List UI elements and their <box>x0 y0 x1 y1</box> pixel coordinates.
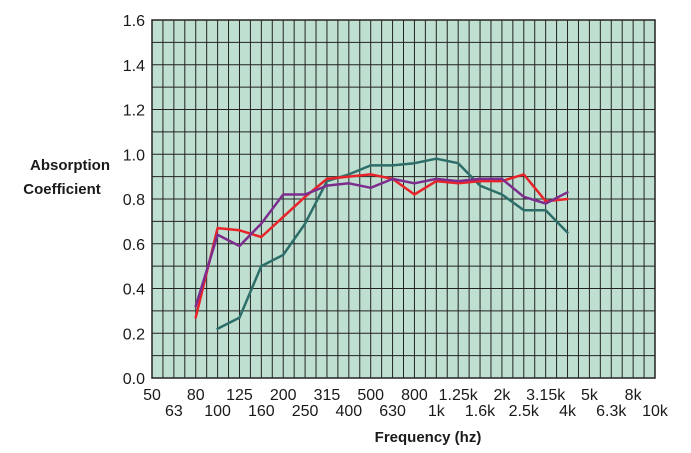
x-tick-label: 4k <box>559 403 577 420</box>
y-tick-label: 0.6 <box>123 237 145 254</box>
y-tick-label: 0.2 <box>123 326 145 343</box>
plot-frame <box>151 19 656 379</box>
x-tick-label: 500 <box>357 387 384 404</box>
x-tick-label: 250 <box>292 403 319 420</box>
x-tick-label: 315 <box>314 387 341 404</box>
x-tick-label: 400 <box>335 403 362 420</box>
series-line-2 <box>194 173 569 319</box>
y-tick-labels: 0.0 0.2 0.4 0.6 0.8 1.0 1.2 1.4 1.6 <box>123 13 145 388</box>
x-tick-label: 5k <box>581 387 599 404</box>
y-tick-label: 1.2 <box>123 103 145 120</box>
x-tick-labels: 5063801001251602002503154005006308001k1.… <box>143 387 669 420</box>
x-tick-label: 2k <box>493 387 511 404</box>
series-line-1 <box>216 157 569 331</box>
y-tick-label: 0.4 <box>123 282 145 299</box>
x-tick-label: 200 <box>270 387 297 404</box>
x-axis-label: Frequency (hz) <box>375 429 482 446</box>
y-tick-label: 0.0 <box>123 371 145 388</box>
x-tick-label: 1.25k <box>439 387 479 404</box>
x-tick-label: 50 <box>143 387 161 404</box>
x-tick-label: 10k <box>642 403 669 420</box>
x-tick-label: 630 <box>379 403 406 420</box>
y-tick-label: 1.0 <box>123 147 145 164</box>
y-tick-label: 1.6 <box>123 13 145 30</box>
x-tick-label: 2.5k <box>509 403 540 420</box>
x-tick-label: 1k <box>428 403 446 420</box>
grid <box>151 19 656 379</box>
x-tick-label: 125 <box>226 387 253 404</box>
series-line-3 <box>194 177 569 308</box>
y-tick-label: 0.8 <box>123 192 145 209</box>
x-tick-label: 1.6k <box>465 403 496 420</box>
x-tick-label: 80 <box>187 387 205 404</box>
y-tick-label: 1.4 <box>123 58 145 75</box>
x-tick-label: 3.15k <box>526 387 566 404</box>
x-tick-label: 6.3k <box>596 403 627 420</box>
x-tick-label: 8k <box>625 387 643 404</box>
x-tick-label: 800 <box>401 387 428 404</box>
y-axis-label-line-2: Coefficient <box>23 181 101 198</box>
x-tick-label: 63 <box>165 403 183 420</box>
x-tick-label: 100 <box>204 403 231 420</box>
x-tick-label: 160 <box>248 403 275 420</box>
y-axis-label-line-1: Absorption <box>30 157 110 174</box>
series-lines <box>194 157 569 331</box>
